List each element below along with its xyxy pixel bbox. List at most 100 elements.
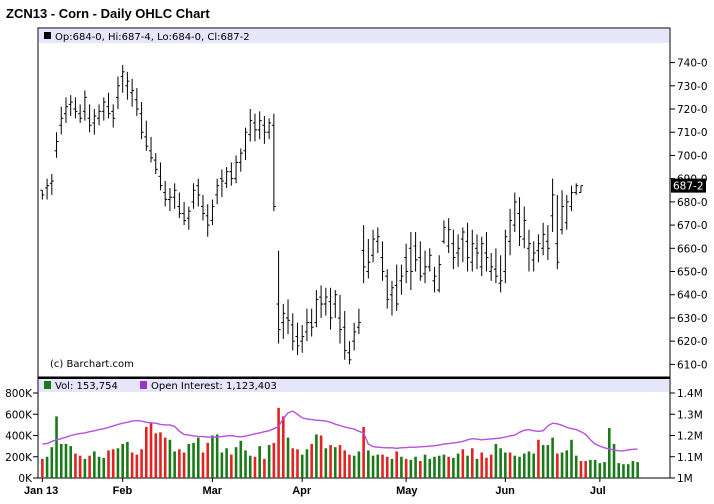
ohlc-bar (475, 234, 480, 270)
ohlc-bar (531, 241, 536, 272)
volume-bar (300, 454, 304, 478)
ohlc-bar (517, 197, 522, 246)
ohlc-bar (286, 299, 291, 335)
ohlc-bar (413, 232, 418, 272)
volume-bar (612, 444, 616, 478)
volume-bar (556, 453, 559, 478)
ohlc-bar (342, 310, 347, 360)
x-tick-label: Feb (113, 485, 133, 497)
volume-bar (258, 446, 261, 478)
ohlc-bar (59, 106, 64, 135)
ohlc-bar (224, 167, 229, 188)
volume-bar (480, 452, 484, 478)
open-interest-legend-label: Open Interest: 1,123,403 (151, 381, 277, 392)
volume-bar (173, 451, 176, 478)
ohlc-bar (177, 192, 182, 219)
ohlc-bar (82, 90, 87, 121)
volume-bar (541, 445, 545, 478)
oi-tick-label: 1.3M (677, 409, 703, 421)
ohlc-bar (441, 220, 446, 244)
ohlc-bar (49, 174, 54, 195)
volume-bar (215, 434, 219, 478)
ohlc-bar (200, 194, 205, 221)
ohlc-bar (262, 115, 267, 144)
x-tick-label: Mar (202, 485, 222, 497)
volume-legend-icon (44, 381, 51, 389)
ohlc-bar (380, 241, 385, 281)
volume-bar (437, 455, 441, 478)
ohlc-bar (314, 290, 319, 328)
ohlc-bar (394, 264, 399, 311)
oi-tick-label: 1M (677, 473, 693, 485)
volume-bar (546, 445, 550, 478)
volume-tick-label: 0K (18, 473, 33, 485)
ohlc-bar (352, 322, 357, 351)
price-info-bar (39, 29, 669, 43)
ohlc-bar (446, 218, 451, 253)
volume-bar (50, 447, 54, 478)
last-price-label: 687-2 (673, 181, 704, 193)
ohlc-bar (186, 206, 191, 230)
volume-bar (395, 451, 398, 478)
volume-bar (130, 452, 134, 478)
open-interest-legend-icon (140, 381, 147, 389)
ohlc-bar (418, 241, 423, 281)
ohlc-bar (512, 192, 517, 233)
ohlc-bar (432, 266, 437, 293)
ohlc-bar (437, 255, 442, 293)
volume-bar (603, 462, 606, 478)
ohlc-bar (427, 248, 432, 272)
volume-bar (532, 453, 535, 478)
ohlc-bar (578, 185, 583, 194)
volume-bar (537, 439, 540, 478)
volume-bar (598, 463, 602, 478)
volume-bar (69, 446, 73, 478)
volume-bar (163, 437, 167, 478)
volume-bar (220, 452, 224, 478)
ohlc-bar (134, 88, 139, 116)
volume-bar (41, 458, 44, 478)
volume-bar (390, 458, 394, 478)
ohlc-bar (361, 225, 366, 284)
volume-bar (201, 452, 205, 478)
volume-bar (296, 449, 299, 478)
volume-bar (333, 447, 337, 478)
volume-bar (494, 444, 498, 478)
volume-bar (230, 454, 233, 478)
ohlc-bar (205, 204, 210, 237)
ohlc-bar (295, 322, 300, 356)
volume-bar (225, 448, 228, 478)
ohlc-bar (479, 236, 484, 277)
volume-bar (442, 454, 446, 478)
ohlc-bar (493, 248, 498, 284)
ohlc-bar (550, 178, 555, 233)
volume-bar (159, 432, 162, 478)
volume-bar (286, 437, 290, 478)
ohlc-bar (304, 308, 309, 342)
volume-bar (551, 437, 554, 478)
volume-bar (385, 456, 389, 478)
volume-bar (589, 459, 592, 478)
ohlc-bar (63, 97, 68, 123)
volume-bar (371, 455, 375, 478)
ohlc-bar (167, 187, 172, 212)
volume-bar (206, 442, 210, 478)
price-info-text: Op:684-0, Hi:687-4, Lo:684-0, Cl:687-2 (55, 32, 250, 43)
ohlc-bar (130, 78, 135, 107)
ohlc-bar (257, 111, 262, 140)
ohlc-bar (219, 169, 224, 198)
volume-bar (305, 449, 309, 478)
ohlc-bar (470, 229, 475, 272)
volume-bar (400, 456, 403, 478)
ohlc-bar (252, 113, 257, 142)
volume-bar (593, 459, 597, 478)
volume-bar (291, 448, 295, 478)
volume-bar (414, 456, 417, 478)
volume-bar (55, 416, 58, 478)
volume-bar (518, 456, 521, 478)
volume-bar (192, 442, 195, 478)
volume-bar (263, 458, 266, 478)
volume-bar (145, 427, 148, 478)
ohlc-bar (191, 183, 196, 209)
ohlc-bar (111, 104, 116, 128)
